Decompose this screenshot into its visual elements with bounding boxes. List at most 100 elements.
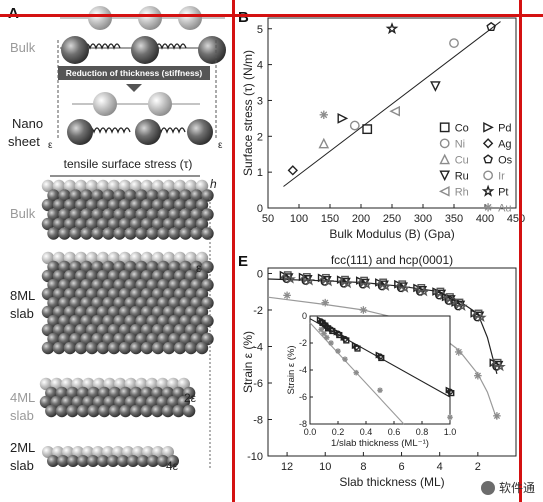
atom — [179, 278, 192, 292]
atom — [152, 446, 164, 458]
atom — [80, 189, 93, 202]
atom — [113, 260, 126, 274]
atom — [129, 287, 143, 301]
reduction-banner: Reduction of thickness (stiffness) — [57, 40, 217, 140]
tensile-label: tensile surface stress (τ) — [64, 157, 193, 171]
atom — [179, 260, 192, 274]
legend-marker-ni — [439, 138, 450, 149]
atom — [91, 314, 104, 328]
red-guide-right — [519, 0, 522, 502]
point-ir — [449, 38, 459, 48]
atom — [98, 404, 111, 418]
atom — [85, 287, 99, 301]
atom — [201, 296, 214, 310]
inset-x-tick-label: 1.0 — [444, 427, 457, 437]
atom — [108, 386, 122, 400]
atom — [195, 323, 209, 337]
atom — [102, 189, 115, 202]
strain-point-dark — [495, 361, 506, 372]
legend-marker-cu — [439, 153, 451, 165]
legend-marker-ag — [482, 138, 494, 149]
atom — [52, 287, 66, 301]
atom — [195, 251, 209, 265]
atom — [179, 227, 192, 240]
atom — [195, 269, 209, 283]
atom — [146, 260, 159, 274]
atom — [66, 404, 79, 418]
inset-y-tick-label: 0 — [302, 311, 307, 321]
atom — [41, 217, 55, 231]
x-tick-label: 8 — [360, 461, 366, 473]
inset-point-dark — [448, 390, 455, 397]
atom — [52, 341, 66, 355]
inset-x-tick-label: 0.4 — [360, 427, 373, 437]
atom — [147, 455, 159, 467]
atom — [98, 386, 111, 400]
y-tick-label: -10 — [247, 451, 263, 463]
inset-point-dark — [378, 354, 385, 362]
point-rh — [389, 105, 400, 117]
atom — [47, 227, 60, 240]
atom — [85, 269, 99, 283]
atom — [113, 296, 126, 310]
atom — [96, 323, 110, 337]
atom — [63, 269, 77, 283]
atom — [97, 455, 109, 467]
atom — [195, 198, 209, 212]
panel-b-marks — [283, 21, 501, 187]
atom — [55, 386, 69, 400]
ml8-label-2: slab — [10, 306, 34, 321]
atom — [87, 455, 99, 467]
atom — [47, 260, 60, 274]
atom — [179, 208, 192, 221]
atom — [140, 269, 154, 283]
atom — [91, 208, 104, 221]
ml4-lattice — [39, 377, 196, 418]
atom — [162, 341, 176, 355]
legend-label-ni: Ni — [455, 138, 465, 150]
ml2-lattice — [42, 446, 179, 467]
atom — [157, 260, 170, 274]
atom — [52, 323, 66, 337]
atom — [82, 395, 95, 409]
atom — [162, 198, 176, 212]
atom — [135, 227, 148, 240]
atom — [118, 323, 132, 337]
panel-e-title: fcc(111) and hcp(0001) — [331, 253, 453, 267]
atom — [52, 179, 66, 193]
y-tick-label: 0 — [257, 268, 263, 280]
inset-point-dark — [446, 388, 454, 395]
atom — [195, 305, 209, 319]
atom — [92, 395, 106, 409]
atom — [156, 377, 169, 391]
atom — [114, 377, 127, 391]
atom — [201, 189, 214, 202]
legend-marker-pt — [481, 184, 495, 197]
watermark-logo-icon — [480, 480, 495, 495]
atom — [107, 305, 121, 319]
atom — [124, 395, 137, 409]
x-tick-label: 200 — [352, 213, 370, 225]
atom — [63, 179, 77, 193]
atom — [151, 179, 165, 193]
y-tick-label: -4 — [253, 341, 263, 353]
atom — [102, 446, 114, 458]
atom — [58, 278, 71, 292]
x-tick-label: 50 — [262, 213, 274, 225]
strain-point-grey — [359, 306, 368, 314]
atom — [87, 386, 100, 400]
atom — [190, 260, 203, 274]
legend-marker-os — [483, 154, 493, 164]
atom — [190, 296, 203, 310]
atom — [190, 189, 203, 202]
point-ni — [349, 120, 360, 131]
atom — [162, 305, 176, 319]
atom — [124, 189, 137, 202]
atom — [157, 314, 170, 328]
panel-e-marks — [267, 270, 506, 420]
atom — [184, 198, 198, 212]
atom — [135, 296, 148, 310]
atom — [146, 314, 159, 328]
atom — [179, 296, 192, 310]
point-pt — [385, 22, 399, 35]
